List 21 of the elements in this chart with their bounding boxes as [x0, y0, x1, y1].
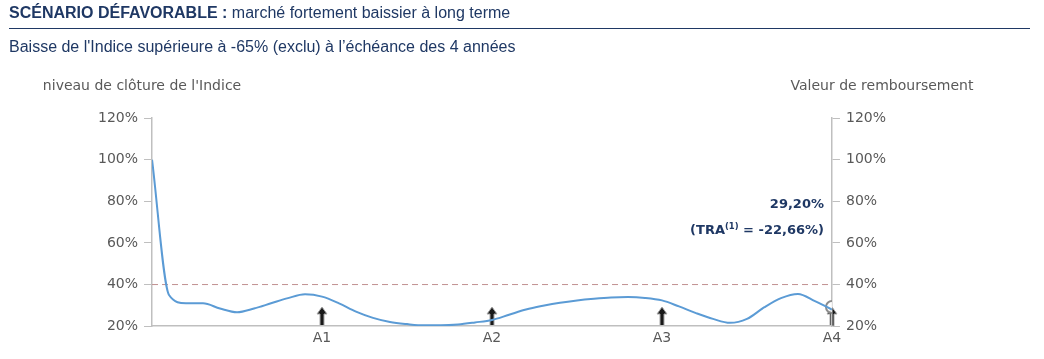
chart-subtitle: Baisse de l'Indice supérieure à -65% (exclu) à l’échéance des 4 années: [9, 38, 516, 56]
y-tick-label: 100%: [97, 150, 139, 167]
y-tick-label: 80%: [106, 191, 139, 208]
annotation: 29,20%: [769, 196, 824, 211]
y-tick-label: 60%: [106, 233, 139, 250]
chart-title: SCÉNARIO DÉFAVORABLE : marché fortement baissier à long terme: [9, 4, 511, 22]
y2-axis-title: Valeur de remboursement: [790, 77, 974, 93]
y2-tick-label: 80%: [845, 191, 878, 208]
y2-tick-label: 60%: [845, 233, 878, 250]
x-tick-label: A4: [822, 329, 842, 346]
y-tick-label: 20%: [106, 316, 139, 333]
x-tick-label: A3: [652, 329, 672, 346]
y2-tick-label: 20%: [845, 316, 878, 333]
y-tick-label: 40%: [106, 275, 139, 292]
x-tick-label: A1: [312, 329, 332, 346]
x-tick-label: A2: [482, 329, 502, 346]
y-axis-title: niveau de clôture de l'Indice: [42, 77, 242, 93]
y-tick-label: 120%: [97, 108, 139, 125]
y2-tick-label: 40%: [845, 275, 878, 292]
y2-tick-label: 120%: [845, 108, 887, 125]
y2-tick-label: 100%: [845, 150, 887, 167]
